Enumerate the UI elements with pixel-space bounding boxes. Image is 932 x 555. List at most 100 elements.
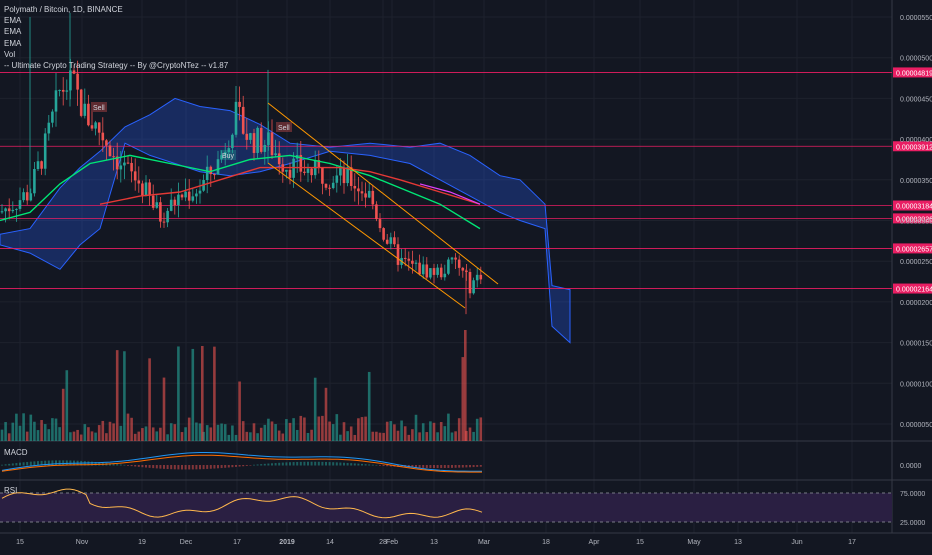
macd-hist-106 [382, 465, 385, 466]
candle-body-126 [454, 257, 457, 260]
volume-bar-123 [443, 426, 447, 441]
volume-legend[interactable]: Vol [4, 49, 16, 59]
volume-bar-37 [133, 433, 137, 441]
candle-body-28 [101, 132, 105, 141]
ema-legend-3[interactable]: EMA [4, 38, 22, 48]
candle-body-18 [65, 90, 69, 92]
volume-bar-33 [119, 425, 123, 441]
volume-bar-42 [151, 427, 155, 441]
candle-body-59 [213, 174, 216, 176]
candle-body-127 [457, 259, 461, 268]
candle-body-70 [252, 133, 256, 153]
candle-body-117 [421, 264, 425, 275]
volume-bar-31 [112, 423, 115, 441]
candle-body-67 [241, 106, 245, 134]
macd-hist-81 [292, 462, 295, 466]
volume-bar-16 [58, 427, 61, 441]
candle-body-43 [155, 202, 159, 208]
symbol-title[interactable]: Polymath / Bitcoin, 1D, BINANCE [4, 5, 123, 14]
macd-hist-33 [119, 464, 122, 466]
candle-body-4 [15, 208, 18, 210]
candle-body-120 [432, 268, 436, 275]
ema-lines [0, 154, 481, 230]
volume-bar-17 [61, 388, 65, 441]
candle-body-108 [389, 237, 393, 244]
macd-label[interactable]: MACD [4, 448, 28, 457]
macd-hist-11 [40, 460, 43, 466]
candle-body-88 [317, 160, 321, 168]
macd-hist-99 [357, 463, 360, 466]
candle-body-35 [126, 162, 130, 164]
candle-body-13 [47, 122, 51, 134]
candle-body-114 [411, 260, 414, 264]
volume-bar-87 [313, 377, 317, 441]
trade-signals: Sell Sell Buy [91, 102, 292, 160]
volume-bar-110 [396, 430, 400, 441]
macd-hist-120 [433, 465, 435, 469]
macd-hist-93 [335, 462, 338, 466]
candle-body-29 [105, 140, 108, 146]
volume-bar-103 [371, 431, 375, 441]
volume-bar-67 [241, 421, 245, 441]
macd-hist-25 [91, 461, 93, 466]
volume-bar-22 [79, 434, 83, 441]
strategy-legend[interactable]: -- Ultimate Crypto Trading Strategy -- B… [4, 61, 229, 71]
sell-signal-1-bg [91, 102, 107, 112]
ema-legend-1[interactable]: EMA [4, 16, 22, 26]
price-tag-3: 0.00003026 [896, 216, 932, 223]
price-tag-bg-4 [893, 243, 932, 254]
macd-hist-87 [314, 461, 317, 466]
volume-bar-6 [22, 413, 25, 441]
volume-bar-14 [51, 418, 54, 441]
macd-hist-40 [145, 465, 147, 468]
candle-body-53 [191, 196, 195, 201]
volume-bar-71 [256, 433, 259, 441]
volume-bar-60 [216, 424, 220, 441]
candle-body-32 [115, 156, 119, 170]
candle-body-7 [25, 192, 29, 201]
candle-body-23 [83, 103, 87, 116]
volume-bar-36 [130, 417, 133, 441]
time-axis-tick-14: May [687, 539, 701, 546]
macd-hist-107 [386, 465, 389, 467]
volume-bar-98 [353, 434, 357, 441]
candle-body-122 [439, 267, 443, 278]
rsi-band [0, 493, 892, 522]
macd-hist-56 [202, 465, 205, 470]
time-axis-tick-5: 2019 [279, 539, 295, 546]
volume-bar-80 [288, 422, 292, 441]
price-tag-bg-1 [893, 141, 932, 152]
price-tag-bg-3 [893, 213, 932, 224]
volume-bar-35 [126, 413, 130, 441]
volume-bar-61 [220, 423, 223, 441]
ema-legend-2[interactable]: EMA [4, 27, 22, 37]
rsi-axis-tick-1: 25.0000 [900, 520, 925, 527]
macd-hist-58 [209, 465, 212, 469]
volume-bar-8 [29, 414, 33, 441]
volume-bar-114 [411, 429, 414, 441]
macd-hist-75 [271, 463, 273, 466]
volume-bar-78 [281, 433, 285, 441]
volume-bar-117 [421, 423, 425, 441]
macd-hist-72 [260, 464, 263, 466]
time-axis-tick-13: 15 [636, 539, 644, 546]
candle-body-84 [303, 171, 306, 173]
volume-bar-49 [177, 346, 180, 441]
volume-bar-72 [259, 427, 263, 441]
volume-bar-81 [292, 418, 295, 441]
macd-hist-124 [447, 465, 450, 468]
volume-bar-5 [18, 425, 22, 441]
kumo-cloud [0, 97, 571, 344]
candle-body-106 [382, 228, 385, 240]
volume-bar-74 [267, 418, 270, 441]
volume-bar-0 [0, 429, 4, 441]
volume-bar-11 [40, 420, 43, 441]
rsi-label[interactable]: RSI [4, 486, 18, 495]
macd-hist-111 [400, 465, 403, 468]
candle-body-76 [274, 153, 277, 156]
macd-hist-48 [173, 465, 176, 470]
